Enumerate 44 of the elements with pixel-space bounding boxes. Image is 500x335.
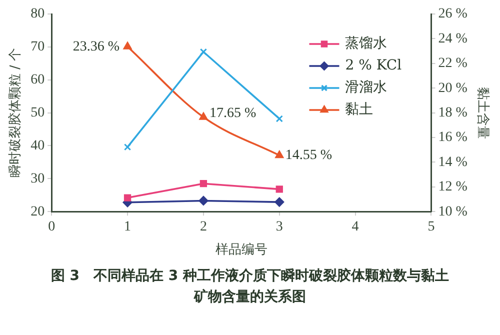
y-tick-label: 80 bbox=[30, 6, 45, 22]
point bbox=[198, 196, 208, 206]
data-label: 14.55 % bbox=[285, 148, 332, 164]
y2-tick-label: 12 % bbox=[438, 180, 468, 195]
y-tick-label: 30 bbox=[30, 171, 45, 186]
x-axis-title: 样品编号 bbox=[215, 242, 268, 258]
point bbox=[275, 150, 284, 158]
x-tick-label: 5 bbox=[428, 220, 435, 235]
point bbox=[276, 115, 283, 122]
y2-tick-label: 26 % bbox=[438, 6, 468, 22]
data-label: 23.36 % bbox=[72, 39, 120, 54]
data-label: 17.65 % bbox=[209, 106, 256, 121]
legend-label: 蒸馏水 bbox=[345, 36, 388, 52]
legend-label: 2 % KCl bbox=[345, 58, 402, 74]
point bbox=[124, 194, 132, 202]
point bbox=[199, 112, 208, 120]
x-tick-label: 1 bbox=[124, 220, 132, 235]
y2-tick-label: 20 % bbox=[438, 80, 468, 96]
x-tick-label: 2 bbox=[200, 220, 207, 235]
y-tick-label: 50 bbox=[30, 105, 45, 120]
point bbox=[123, 42, 132, 50]
x-tick-label: 3 bbox=[276, 220, 283, 235]
point bbox=[274, 197, 284, 207]
y-tick-label: 20 bbox=[30, 204, 45, 220]
y-tick-label: 70 bbox=[30, 40, 45, 55]
y2-axis-title: 黏土含量 bbox=[474, 86, 490, 139]
y2-tick-label: 22 % bbox=[438, 56, 468, 72]
text: 图 3 不同样品在 3 种工作液介质下瞬时破裂胶体颗粒数与黏土矿物含量的关系图 bbox=[50, 267, 450, 307]
y2-tick-label: 10 % bbox=[438, 204, 468, 220]
point bbox=[124, 143, 132, 151]
point bbox=[200, 48, 208, 56]
y2-tick-label: 14 % bbox=[438, 154, 468, 170]
point bbox=[200, 180, 208, 188]
y-axis-title: 瞬时破裂胶体颗粒 / 个 bbox=[8, 48, 24, 178]
y2-tick-label: 18 % bbox=[438, 105, 468, 120]
y-tick-label: 40 bbox=[30, 138, 45, 154]
y-tick-label: 60 bbox=[30, 72, 45, 88]
legend-label: 黏土 bbox=[345, 102, 374, 118]
y2-tick-label: 24 % bbox=[438, 31, 468, 46]
point bbox=[276, 186, 283, 193]
y2-tick-label: 16 % bbox=[438, 130, 468, 146]
x-tick-label: 0 bbox=[48, 220, 56, 235]
x-tick-label: 4 bbox=[352, 220, 359, 235]
legend-label: 滑溜水 bbox=[345, 80, 388, 96]
